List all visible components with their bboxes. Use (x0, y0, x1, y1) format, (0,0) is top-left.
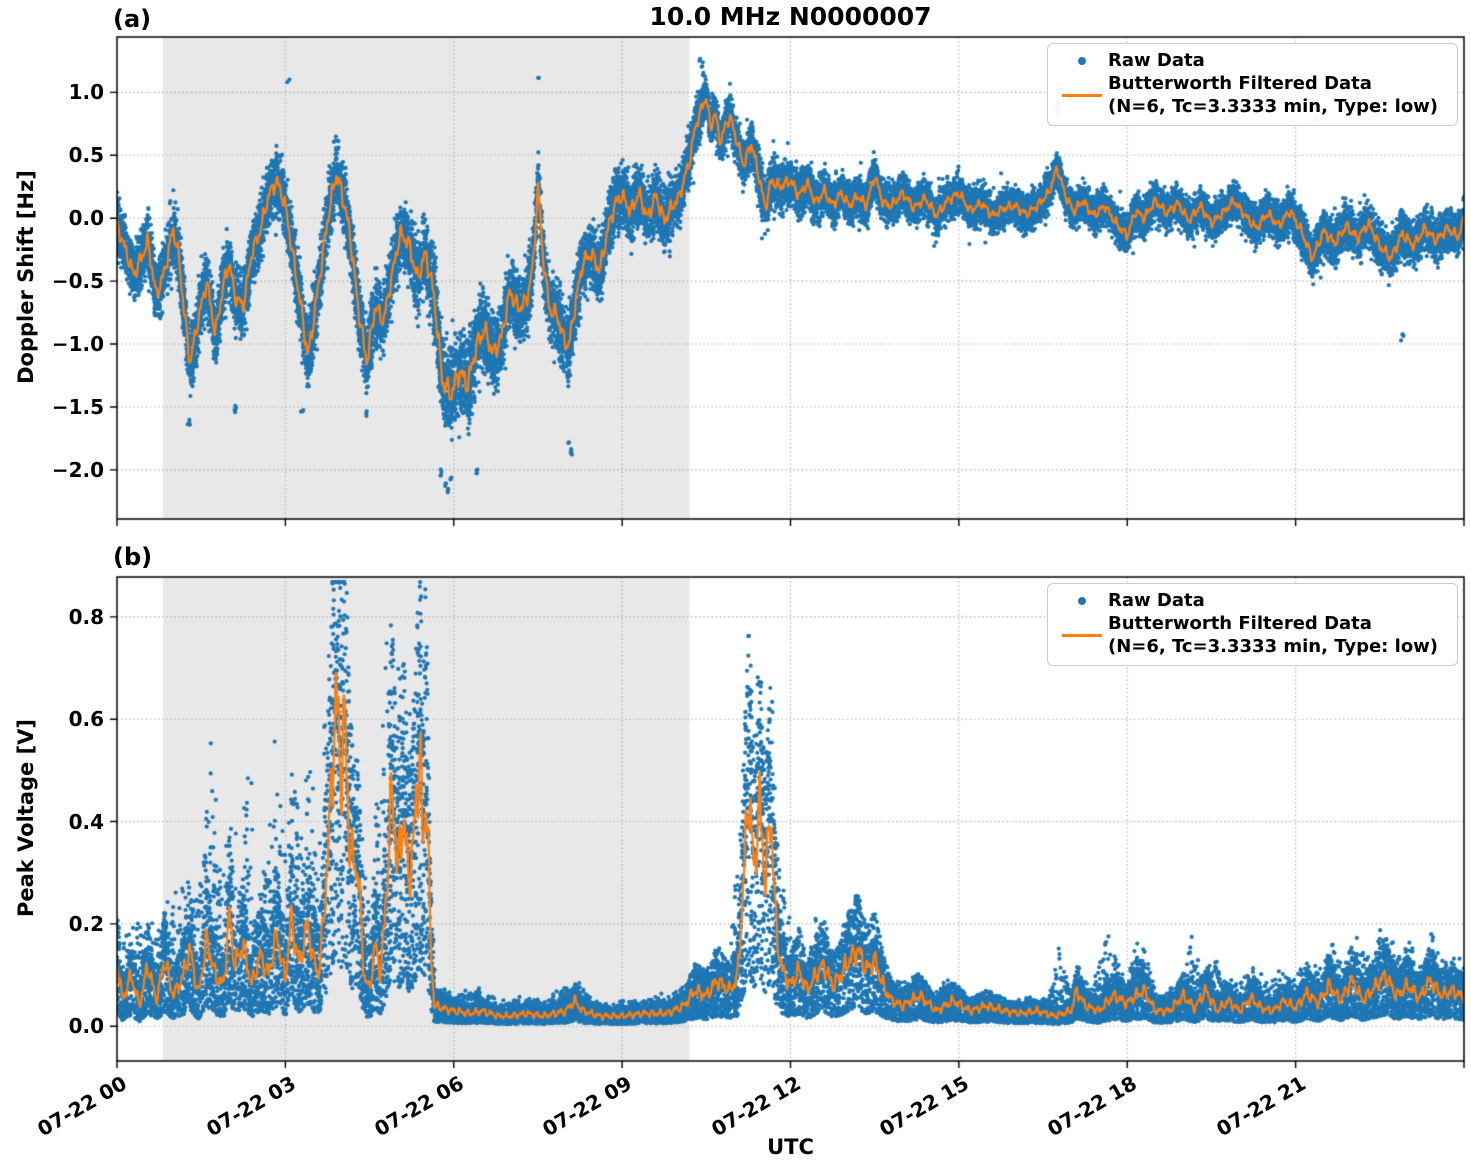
legend-raw-label: Raw Data (1108, 590, 1205, 611)
panel-a-label: (a) (113, 5, 152, 33)
legend-filtered-label: Butterworth Filtered Data (N=6, Tc=3.333… (1108, 613, 1439, 657)
legend-raw-label: Raw Data (1108, 50, 1205, 71)
filtered-line-marker-icon (1056, 633, 1108, 637)
chart-title: 10.0 MHz N0000007 (649, 2, 932, 31)
legend-raw-row: Raw Data (1056, 589, 1447, 612)
y-tick-label: 0.0 (68, 206, 104, 231)
y-tick-label: −1.0 (51, 332, 104, 357)
legend-a: Raw Data Butterworth Filtered Data (N=6,… (1047, 43, 1458, 126)
legend-filtered-row: Butterworth Filtered Data (N=6, Tc=3.333… (1056, 72, 1447, 118)
y-tick-label: −0.5 (51, 269, 104, 294)
filtered-line-marker-icon (1056, 93, 1108, 97)
panel-b-label: (b) (113, 543, 153, 571)
y-tick-label: 0.6 (68, 707, 104, 732)
legend-filtered-label: Butterworth Filtered Data (N=6, Tc=3.333… (1108, 73, 1439, 117)
raw-data-marker-icon (1056, 596, 1108, 605)
y-tick-label: −2.0 (51, 457, 104, 482)
x-axis-label: UTC (767, 1135, 814, 1159)
y-tick-label: 0.8 (68, 604, 104, 629)
legend-raw-row: Raw Data (1056, 49, 1447, 72)
y-tick-label: 0.2 (68, 911, 104, 936)
y-tick-label: 0.0 (68, 1014, 104, 1039)
raw-data-marker-icon (1056, 56, 1108, 65)
legend-b: Raw Data Butterworth Filtered Data (N=6,… (1047, 583, 1458, 666)
y-tick-label: 0.5 (68, 143, 104, 168)
y-tick-label: −1.5 (51, 394, 104, 419)
y-tick-label: 1.0 (68, 80, 104, 105)
legend-filtered-row: Butterworth Filtered Data (N=6, Tc=3.333… (1056, 612, 1447, 658)
y-tick-label: 0.4 (68, 809, 104, 834)
